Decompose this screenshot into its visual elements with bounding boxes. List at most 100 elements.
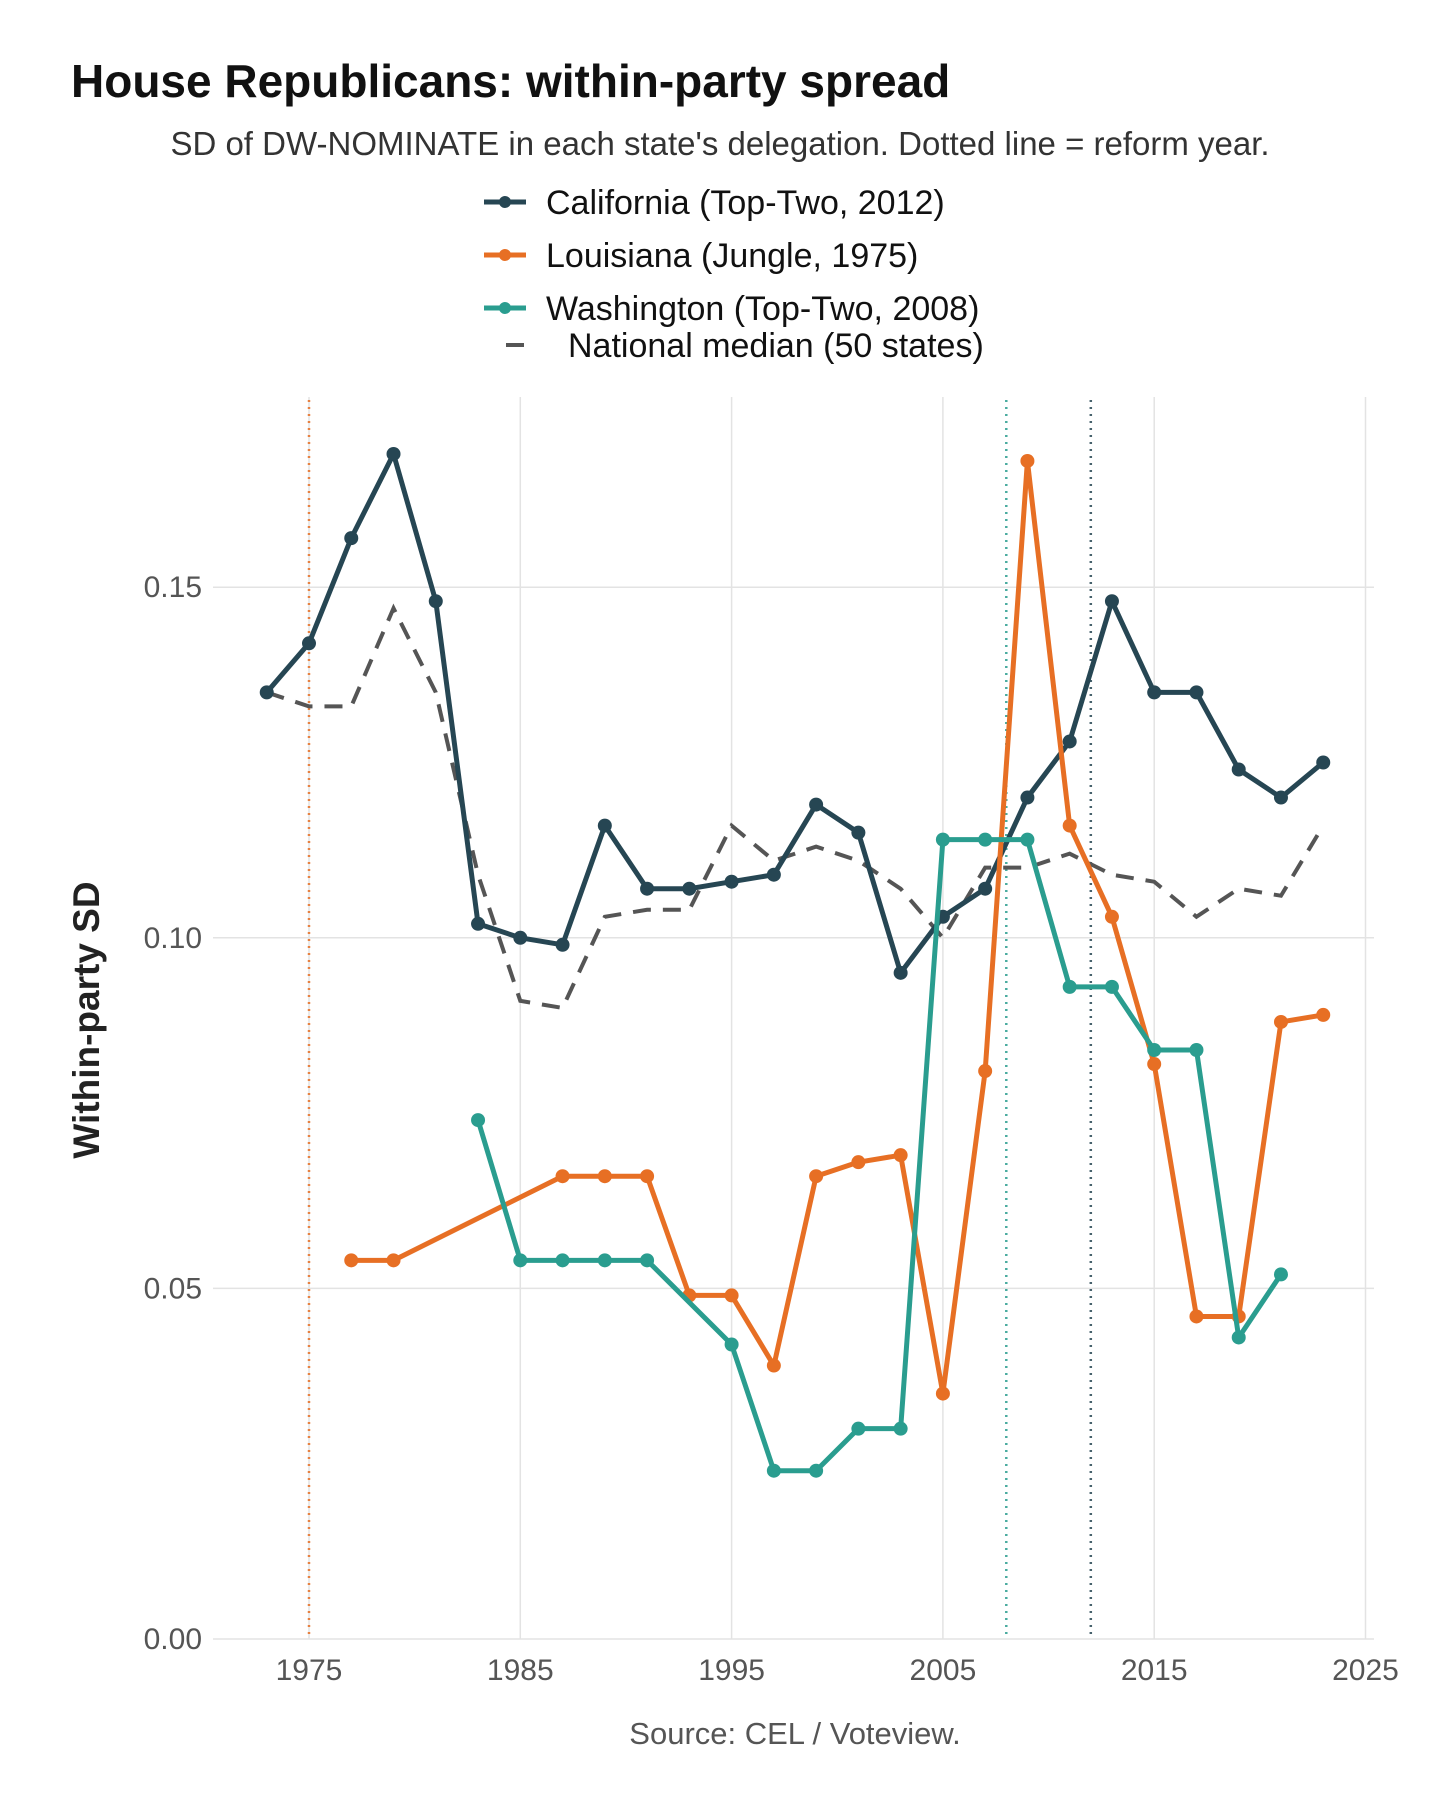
series-national xyxy=(266,603,1325,1011)
data-point xyxy=(809,797,824,812)
data-point xyxy=(724,1288,739,1303)
y-tick-label: 0.05 xyxy=(144,1272,202,1305)
data-point xyxy=(1189,685,1204,700)
data-point xyxy=(1020,832,1035,847)
data-point xyxy=(513,1253,528,1268)
caption: Source: CEL / Voteview. xyxy=(629,1716,960,1751)
data-point xyxy=(1020,453,1035,468)
data-point xyxy=(724,1337,739,1352)
data-point xyxy=(386,446,401,461)
data-point xyxy=(809,1169,824,1184)
reform-lines xyxy=(307,400,1093,1639)
data-point xyxy=(851,1155,866,1170)
data-point xyxy=(1147,685,1162,700)
data-point xyxy=(1020,790,1035,805)
axis-ticks: 1975 1985 1995 2005 2015 2025 0.00 0.05 0.10 0.15 xyxy=(144,571,1399,1687)
data-point xyxy=(555,1169,570,1184)
data-point xyxy=(1273,790,1288,805)
data-point xyxy=(682,881,697,896)
data-point xyxy=(1147,1057,1162,1072)
data-point xyxy=(344,531,359,546)
data-point xyxy=(513,930,528,945)
data-point xyxy=(597,1169,612,1184)
data-point xyxy=(1189,1309,1204,1324)
data-point xyxy=(471,916,486,931)
data-point xyxy=(344,1253,359,1268)
data-point xyxy=(302,636,316,651)
data-point xyxy=(640,1169,655,1184)
gridlines xyxy=(213,397,1374,1640)
legend-label: Louisiana (Jungle, 1975) xyxy=(546,237,918,275)
x-tick-label: 2025 xyxy=(1332,1654,1399,1687)
y-tick-label: 0.10 xyxy=(144,922,202,955)
data-point xyxy=(1189,1042,1204,1057)
data-point xyxy=(893,1421,908,1436)
y-tick-label: 0.15 xyxy=(144,571,202,604)
data-point xyxy=(935,832,950,847)
data-point xyxy=(893,1148,908,1163)
data-point xyxy=(1147,1042,1162,1057)
series-washington xyxy=(471,832,1288,1478)
legend-item: California (Top-Two, 2012) xyxy=(484,184,945,222)
legend-item: National median (50 states) xyxy=(506,327,984,365)
legend-item: Louisiana (Jungle, 1975) xyxy=(484,237,918,275)
legend: California (Top-Two, 2012) Louisiana (Jun… xyxy=(484,184,984,365)
series-line xyxy=(351,458,1324,1397)
data-point xyxy=(555,1253,570,1268)
data-point xyxy=(1062,734,1077,749)
legend-item: Washington (Top-Two, 2008) xyxy=(484,290,979,328)
data-point xyxy=(766,1463,781,1478)
series-line xyxy=(264,451,1325,976)
data-point xyxy=(597,1253,612,1268)
x-tick-label: 1975 xyxy=(276,1654,343,1687)
data-point xyxy=(1231,1330,1246,1345)
x-tick-label: 1985 xyxy=(487,1654,554,1687)
data-point xyxy=(1104,979,1119,994)
x-tick-label: 1995 xyxy=(698,1654,765,1687)
data-point xyxy=(978,832,993,847)
y-axis-title: Within-party SD xyxy=(66,881,107,1158)
legend-label: California (Top-Two, 2012) xyxy=(546,184,945,222)
data-point xyxy=(1316,1007,1331,1022)
data-point xyxy=(1062,818,1077,833)
data-point xyxy=(935,1386,950,1401)
data-point xyxy=(851,825,866,840)
data-point xyxy=(428,594,443,609)
data-point xyxy=(640,1253,655,1268)
data-point xyxy=(1104,594,1119,609)
data-point xyxy=(555,937,570,952)
data-point xyxy=(259,685,274,700)
data-point xyxy=(597,818,612,833)
y-tick-label: 0.00 xyxy=(144,1623,202,1656)
chart-title: House Republicans: within-party spread xyxy=(71,55,950,107)
chart-subtitle: SD of DW-NOMINATE in each state's delega… xyxy=(170,125,1269,162)
data-point xyxy=(1104,909,1119,924)
data-point xyxy=(809,1463,824,1478)
data-point xyxy=(724,874,739,889)
legend-swatch-marker xyxy=(499,196,511,208)
legend-swatch-marker xyxy=(499,302,511,314)
series-california xyxy=(259,446,1331,980)
data-point xyxy=(766,867,781,882)
data-point xyxy=(766,1358,781,1373)
legend-label: Washington (Top-Two, 2008) xyxy=(546,290,979,328)
legend-label: National median (50 states) xyxy=(568,327,984,365)
data-point xyxy=(1231,762,1246,777)
data-point xyxy=(851,1421,866,1436)
data-point xyxy=(1273,1267,1288,1282)
series-group xyxy=(259,446,1331,1478)
x-tick-label: 2005 xyxy=(910,1654,977,1687)
data-point xyxy=(1062,979,1077,994)
series-line xyxy=(266,603,1325,1011)
data-point xyxy=(978,881,993,896)
data-point xyxy=(386,1253,401,1268)
data-point xyxy=(1316,755,1331,770)
data-point xyxy=(1273,1014,1288,1029)
data-point xyxy=(978,1064,993,1079)
legend-swatch-marker xyxy=(499,249,511,261)
data-point xyxy=(640,881,655,896)
data-point xyxy=(893,965,908,980)
series-louisiana xyxy=(344,453,1331,1401)
x-tick-label: 2015 xyxy=(1121,1654,1188,1687)
